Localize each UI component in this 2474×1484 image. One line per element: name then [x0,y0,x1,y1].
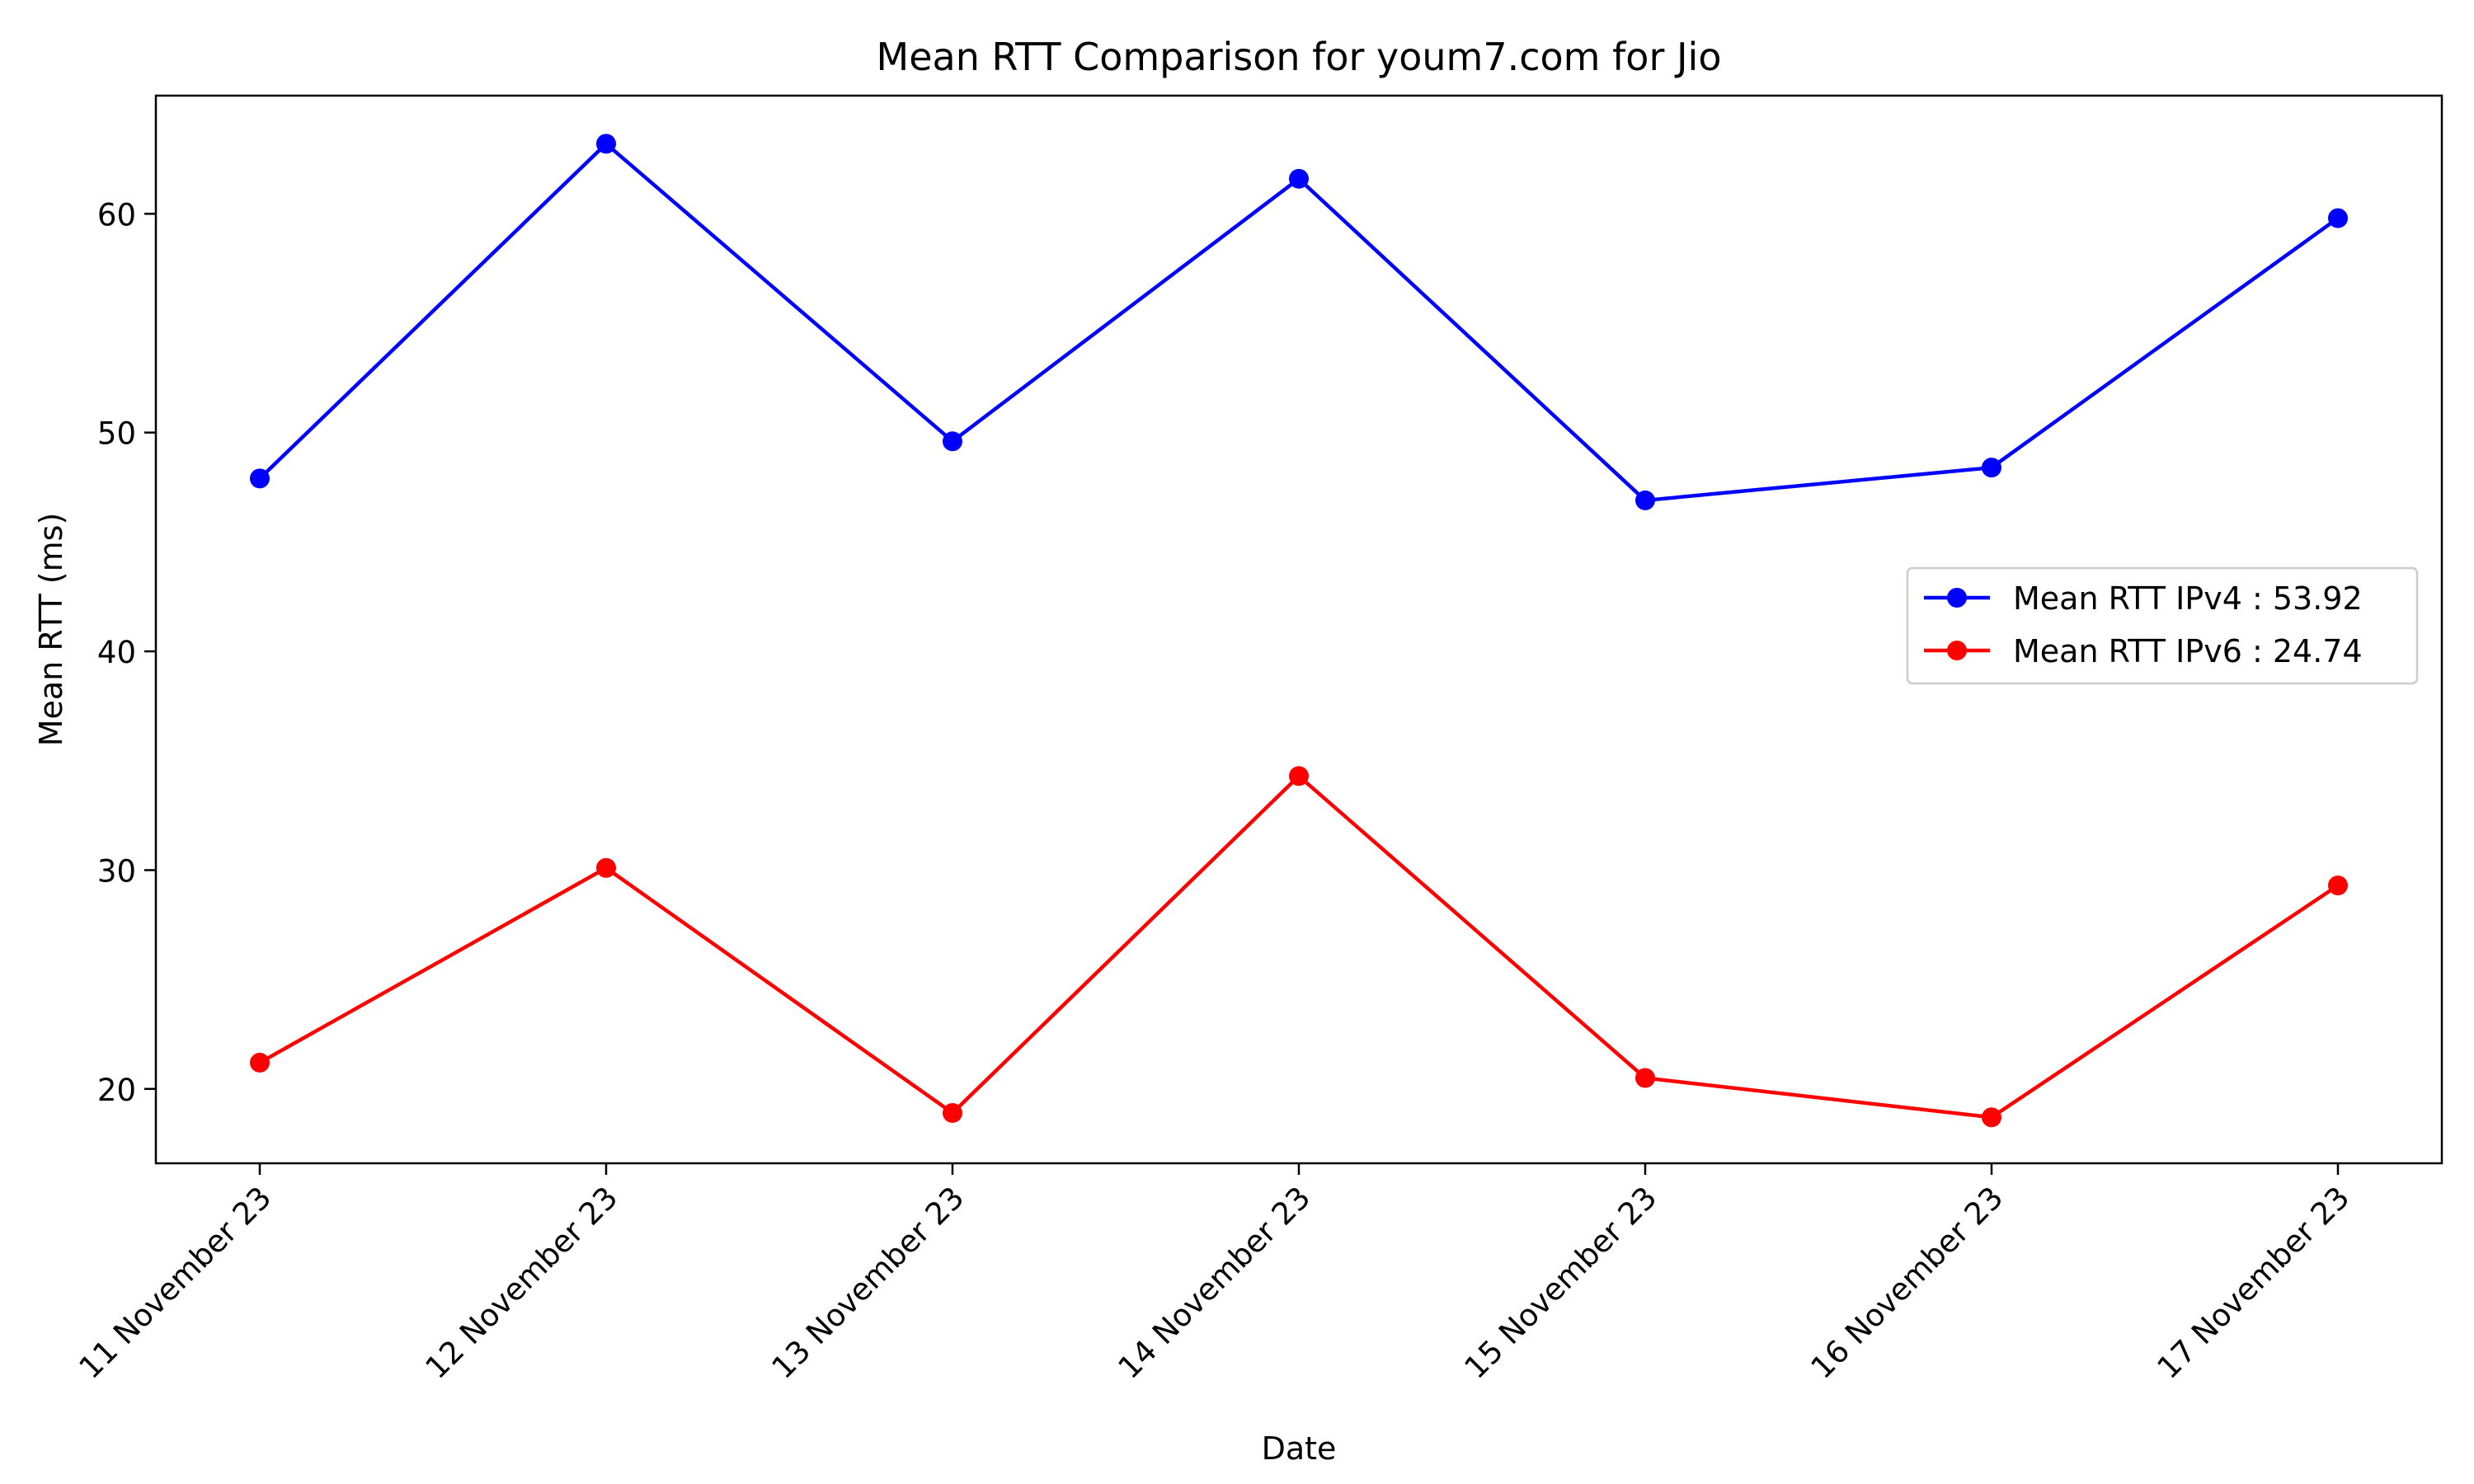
legend-label: Mean RTT IPv4 : 53.92 [2013,580,2363,617]
y-tick-label: 40 [97,635,136,670]
data-point [2328,875,2348,895]
y-tick-label: 50 [97,416,136,452]
series-1 [250,134,2348,510]
data-point [1289,766,1309,787]
legend-item: Mean RTT IPv4 : 53.92 [1924,580,2363,617]
y-axis-label: Mean RTT (ms) [33,513,69,747]
chart-title: Mean RTT Comparison for youm7.com for Ji… [877,35,1722,79]
x-axis-label: Date [1262,1430,1337,1467]
legend-item: Mean RTT IPv6 : 24.74 [1924,633,2363,669]
data-point [596,857,616,878]
data-point [1635,490,1655,510]
y-tick-label: 60 [97,197,136,232]
legend: Mean RTT IPv4 : 53.92 Mean RTT IPv6 : 24.… [1906,566,2419,685]
legend-box [1906,566,2419,685]
y-tick-label: 30 [97,853,136,889]
data-point [2328,208,2348,228]
series-layer [250,134,2348,1128]
data-point [943,1102,962,1123]
data-point [1289,168,1309,189]
data-point [1982,458,2001,478]
data-point [943,431,962,452]
plot-frame [154,94,2443,1165]
data-point [1635,1068,1655,1088]
legend-marker [1947,641,1967,660]
y-tick-label: 20 [97,1073,136,1108]
data-point [250,1052,270,1073]
data-point [596,134,616,154]
legend-label: Mean RTT IPv6 : 24.74 [2013,633,2363,669]
data-point [1982,1107,2001,1128]
series-2 [250,766,2348,1128]
legend-marker [1947,588,1967,608]
data-point [250,468,270,489]
